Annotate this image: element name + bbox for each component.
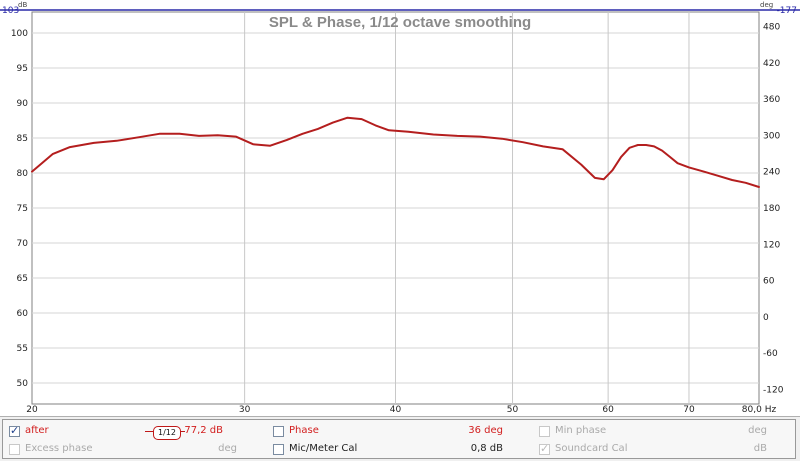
right-axis-top-label: -177 bbox=[777, 6, 797, 16]
right-axis-unit: deg bbox=[760, 1, 773, 9]
right-tick-label: 240 bbox=[763, 168, 780, 178]
x-tick-label: 70 bbox=[683, 405, 695, 415]
left-axis-top-label: 103 bbox=[2, 6, 19, 16]
right-axis-ticks: 480 420 360 300 240 180 120 60 0 -60 -120 bbox=[763, 23, 784, 396]
x-tick-label: 50 bbox=[507, 405, 519, 415]
excess-phase-checkbox[interactable] bbox=[9, 444, 20, 455]
smoothing-label[interactable]: 1/12 bbox=[153, 426, 181, 440]
soundcard-cal-checkbox[interactable] bbox=[539, 442, 550, 455]
right-tick-label: 120 bbox=[763, 240, 780, 250]
phase-value: 36 deg bbox=[468, 425, 503, 436]
right-tick-label: 420 bbox=[763, 59, 780, 69]
legend-box: after 1/12 77,2 dB Phase 36 deg Min phas… bbox=[2, 419, 796, 459]
left-tick-label: 80 bbox=[17, 169, 29, 179]
left-tick-label: 90 bbox=[17, 99, 29, 109]
chart-title: SPL & Phase, 1/12 octave smoothing bbox=[269, 14, 531, 31]
mic-meter-cal-checkbox[interactable] bbox=[273, 444, 284, 455]
left-tick-label: 95 bbox=[17, 64, 28, 74]
left-tick-label: 70 bbox=[17, 239, 29, 249]
legend-panel: after 1/12 77,2 dB Phase 36 deg Min phas… bbox=[0, 416, 800, 461]
x-tick-label: 40 bbox=[390, 405, 402, 415]
after-checkbox[interactable] bbox=[9, 424, 20, 437]
left-axis-unit: dB bbox=[18, 1, 27, 9]
right-tick-label: 480 bbox=[763, 23, 780, 33]
x-tick-label: 30 bbox=[239, 405, 251, 415]
left-tick-label: 55 bbox=[17, 344, 28, 354]
right-tick-label: 0 bbox=[763, 313, 769, 323]
right-tick-label: -60 bbox=[763, 349, 778, 359]
soundcard-cal-unit: dB bbox=[753, 443, 767, 454]
right-tick-label: 60 bbox=[763, 277, 775, 287]
soundcard-cal-label: Soundcard Cal bbox=[555, 443, 628, 454]
grid bbox=[32, 12, 759, 404]
left-tick-label: 50 bbox=[17, 379, 29, 389]
min-phase-label: Min phase bbox=[555, 425, 607, 436]
phase-label: Phase bbox=[289, 425, 319, 436]
right-tick-label: -120 bbox=[763, 385, 784, 395]
series-line-after bbox=[31, 116, 760, 188]
phase-checkbox[interactable] bbox=[273, 426, 284, 437]
x-axis-ticks: 20 30 40 50 60 70 80,0 Hz bbox=[26, 405, 776, 415]
x-tick-label: 20 bbox=[26, 405, 38, 415]
right-tick-label: 360 bbox=[763, 95, 780, 105]
left-tick-label: 60 bbox=[17, 309, 29, 319]
excess-phase-unit: deg bbox=[218, 443, 237, 454]
after-label: after bbox=[25, 425, 49, 436]
mic-meter-cal-label: Mic/Meter Cal bbox=[289, 443, 358, 454]
left-tick-label: 75 bbox=[17, 204, 28, 214]
right-tick-label: 300 bbox=[763, 131, 780, 141]
right-tick-label: 180 bbox=[763, 204, 780, 214]
min-phase-unit: deg bbox=[748, 425, 767, 436]
left-axis-ticks: 100 95 90 85 80 75 70 65 60 55 50 bbox=[11, 29, 28, 389]
after-value: 77,2 dB bbox=[184, 425, 223, 436]
x-tick-label: 60 bbox=[602, 405, 614, 415]
excess-phase-label: Excess phase bbox=[25, 443, 93, 454]
mic-meter-cal-value: 0,8 dB bbox=[470, 443, 503, 454]
min-phase-checkbox[interactable] bbox=[539, 426, 550, 437]
left-tick-label: 85 bbox=[17, 134, 28, 144]
x-tick-label: 80,0 Hz bbox=[742, 405, 777, 415]
series-group bbox=[31, 116, 760, 188]
left-tick-label: 100 bbox=[11, 29, 28, 39]
left-tick-label: 65 bbox=[17, 274, 28, 284]
